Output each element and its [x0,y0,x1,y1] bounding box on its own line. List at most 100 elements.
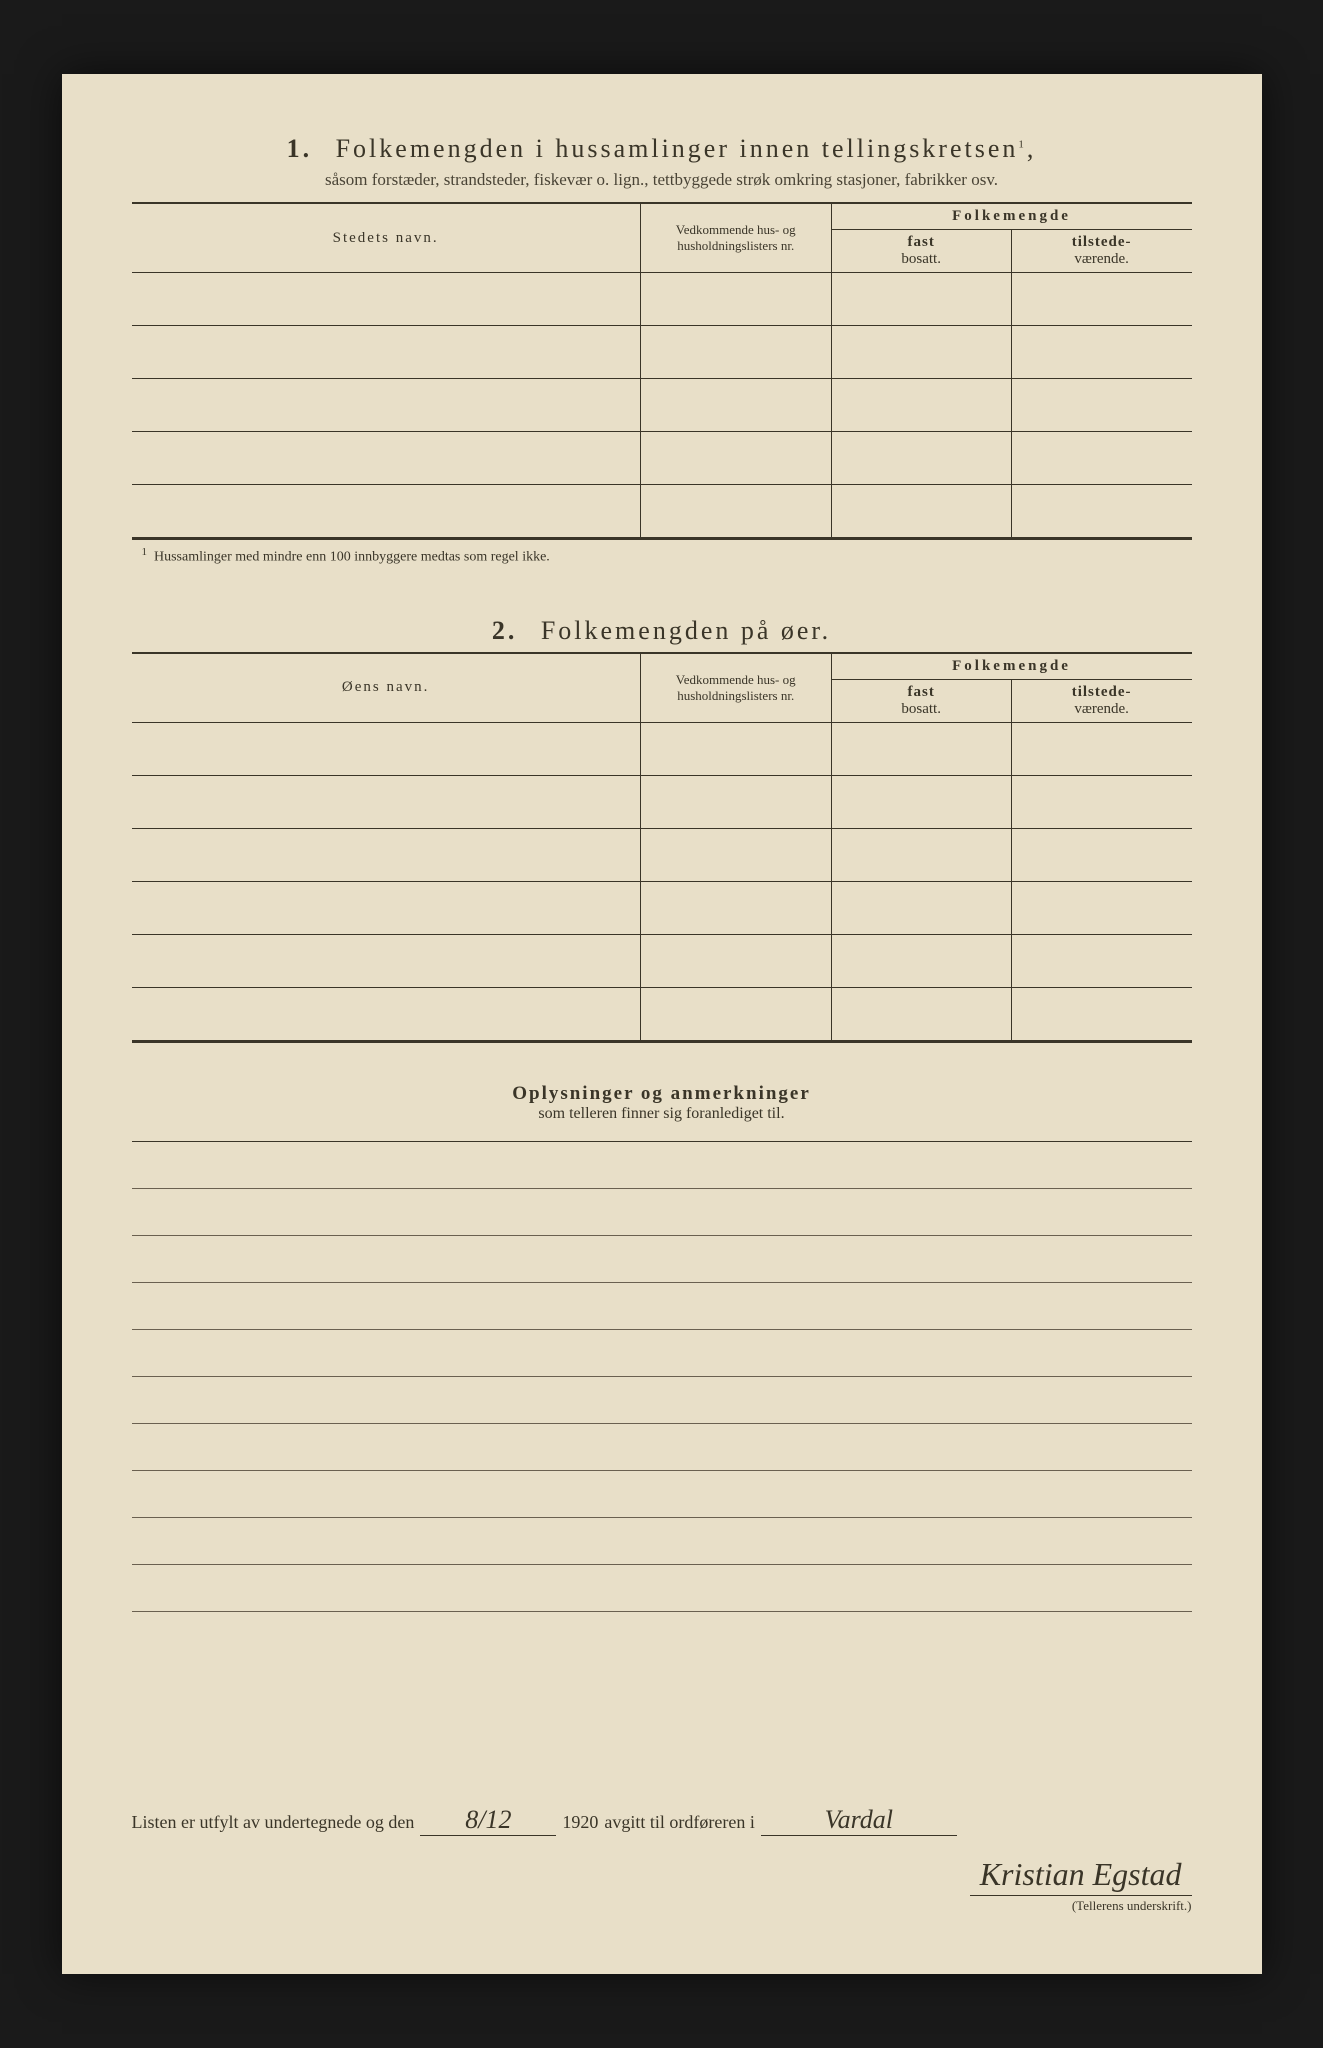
table-cell [132,775,641,828]
table-cell [1011,828,1191,881]
col-tilstede: tilstede-værende. [1011,230,1191,273]
ruled-line [132,1283,1192,1330]
remarks-subtitle: som telleren finner sig foranlediget til… [132,1105,1192,1123]
col-fast: fastbosatt. [831,230,1011,273]
table-cell [640,775,831,828]
ruled-line [132,1236,1192,1283]
section2-table: Øens navn. Vedkommende hus- og husholdni… [132,652,1192,1041]
section1-rows [132,273,1192,538]
table-cell [831,934,1011,987]
col-tilstede-2: tilstede-værende. [1011,679,1191,722]
footer-place: Vardal [761,1805,957,1836]
table-cell [1011,987,1191,1040]
table-cell [640,379,831,432]
col-fast-2: fastbosatt. [831,679,1011,722]
col-lists-2: Vedkommende hus- og husholdningslisters … [640,653,831,723]
table-row [132,987,1192,1040]
ruled-line [132,1565,1192,1612]
table-row [132,485,1192,538]
document-page: 1. Folkemengden i hussamlinger innen tel… [62,74,1262,1974]
table-cell [132,722,641,775]
table-cell [640,722,831,775]
table-cell [640,881,831,934]
table-row [132,432,1192,485]
table-cell [831,379,1011,432]
table-cell [1011,934,1191,987]
section1-table: Stedets navn. Vedkommende hus- og hushol… [132,202,1192,538]
col-folkemengde: Folkemengde [831,203,1191,230]
section1-subtitle: såsom forstæder, strandsteder, fiskevær … [132,170,1192,190]
table-cell [640,273,831,326]
remarks-title: Oplysninger og anmerkninger [132,1083,1192,1105]
footer-year: 1920 [562,1812,598,1833]
table-row [132,881,1192,934]
table-cell [831,722,1011,775]
table-cell [831,987,1011,1040]
table-row [132,775,1192,828]
table-cell [831,432,1011,485]
table-cell [1011,485,1191,538]
table-cell [132,485,641,538]
table-cell [132,326,641,379]
table-row [132,326,1192,379]
section1-number: 1. [287,134,313,163]
section2-rows [132,722,1192,1040]
footer: Listen er utfylt av undertegnede og den … [132,1805,1192,1914]
table-cell [831,326,1011,379]
table-row [132,273,1192,326]
signature: Kristian Egstad [970,1856,1192,1896]
section2-title-text: Folkemengden på øer. [541,616,831,645]
table-cell [831,828,1011,881]
footer-text1: Listen er utfylt av undertegnede og den [132,1812,415,1833]
table-cell [831,881,1011,934]
remarks-lines [132,1141,1192,1612]
table-cell [132,987,641,1040]
ruled-line [132,1471,1192,1518]
table-cell [1011,722,1191,775]
ruled-line [132,1424,1192,1471]
section1-footnote: 1 Hussamlinger med mindre enn 100 innbyg… [142,546,1192,566]
section2-number: 2. [492,616,518,645]
section1-title-text: Folkemengden i hussamlinger innen tellin… [336,134,1019,163]
table-cell [640,432,831,485]
col-stedets-navn: Stedets navn. [132,203,641,273]
table-cell [132,881,641,934]
col-lists: Vedkommende hus- og husholdningslisters … [640,203,831,273]
section1-title: 1. Folkemengden i hussamlinger innen tel… [132,134,1192,164]
table-cell [831,775,1011,828]
ruled-line [132,1330,1192,1377]
col-oens-navn: Øens navn. [132,653,641,723]
table-cell [640,828,831,881]
table-cell [1011,881,1191,934]
ruled-line [132,1377,1192,1424]
table-cell [132,828,641,881]
table-row [132,722,1192,775]
table-cell [1011,379,1191,432]
table-cell [1011,432,1191,485]
ruled-line [132,1142,1192,1189]
footer-line: Listen er utfylt av undertegnede og den … [132,1805,1192,1836]
ruled-line [132,1518,1192,1565]
table-cell [640,326,831,379]
table-cell [1011,273,1191,326]
table-cell [831,273,1011,326]
ruled-line [132,1189,1192,1236]
table-cell [1011,326,1191,379]
table-row [132,934,1192,987]
footer-date: 8/12 [420,1805,556,1836]
table-row [132,828,1192,881]
footer-text2: avgitt til ordføreren i [604,1812,754,1833]
signature-label: (Tellerens underskrift.) [132,1898,1192,1914]
col-folkemengde-2: Folkemengde [831,653,1191,680]
table-cell [640,485,831,538]
table-cell [132,934,641,987]
section1-title-sup: 1 [1018,138,1027,150]
table-cell [640,987,831,1040]
table-cell [132,379,641,432]
signature-block: Kristian Egstad (Tellerens underskrift.) [132,1856,1192,1914]
table-cell [1011,775,1191,828]
table-cell [640,934,831,987]
section2-title: 2. Folkemengden på øer. [132,616,1192,646]
table-cell [831,485,1011,538]
table-row [132,379,1192,432]
